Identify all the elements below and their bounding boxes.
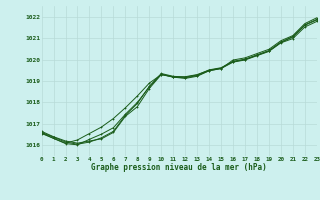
X-axis label: Graphe pression niveau de la mer (hPa): Graphe pression niveau de la mer (hPa) — [91, 164, 267, 172]
